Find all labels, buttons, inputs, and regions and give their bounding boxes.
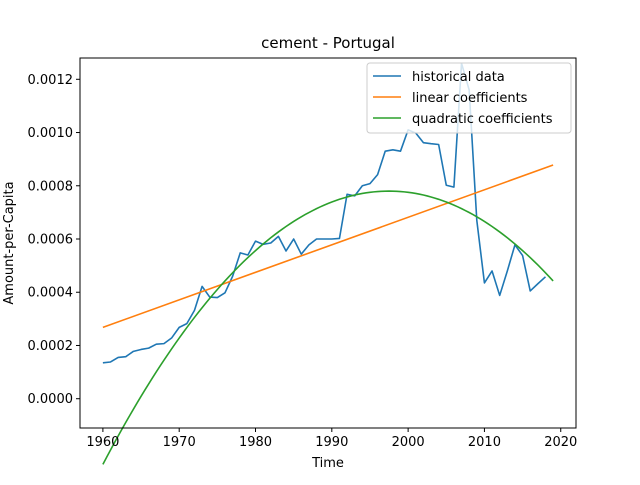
y-tick-label: 0.0010 xyxy=(28,126,74,141)
y-tick-label: 0.0002 xyxy=(28,339,74,354)
y-tick-label: 0.0006 xyxy=(28,233,74,248)
x-tick-label: 2020 xyxy=(544,435,577,450)
linear-coefficients-line xyxy=(102,164,554,329)
x-tick-label: 2010 xyxy=(468,435,501,450)
legend-label-linear-coefficients: linear coefficients xyxy=(412,91,528,106)
chart-title: cement - Portugal xyxy=(261,34,395,52)
y-tick-label: 0.0000 xyxy=(28,392,74,407)
x-axis-label: Time xyxy=(311,456,344,471)
axes-frame xyxy=(79,57,577,429)
x-axis-ticks: 1960 1970 1980 1990 2000 2010 2020 xyxy=(86,428,577,450)
x-tick-label: 1990 xyxy=(315,435,348,450)
legend-box xyxy=(366,62,572,134)
x-tick-label: 1970 xyxy=(163,435,196,450)
x-tick-label: 2000 xyxy=(392,435,425,450)
y-tick-label: 0.0012 xyxy=(28,73,74,88)
quadratic-coefficients-line xyxy=(102,190,554,465)
x-tick-label: 1980 xyxy=(239,435,272,450)
y-tick-label: 0.0004 xyxy=(28,286,74,301)
y-axis-label: Amount-per-Capita xyxy=(2,181,17,304)
y-tick-label: 0.0008 xyxy=(28,179,74,194)
legend: historical data linear coefficients quad… xyxy=(366,62,572,134)
x-tick-label: 1960 xyxy=(86,435,119,450)
legend-label-historical-data: historical data xyxy=(412,70,505,85)
legend-label-quadratic-coefficients: quadratic coefficients xyxy=(412,112,553,127)
y-axis-ticks: 0.0000 0.0002 0.0004 0.0006 0.0008 0.0010 0.00… xyxy=(28,73,80,407)
